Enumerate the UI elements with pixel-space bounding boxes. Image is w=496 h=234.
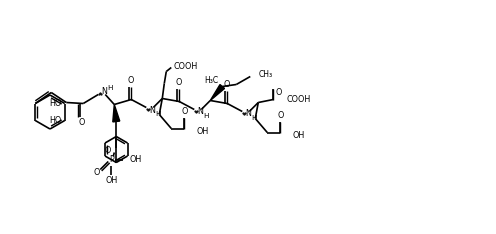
Text: O: O <box>223 80 230 89</box>
Text: O: O <box>277 111 284 120</box>
Text: O: O <box>93 168 100 177</box>
Text: H: H <box>107 84 113 91</box>
Text: O: O <box>105 146 111 155</box>
Text: O: O <box>181 107 187 116</box>
Polygon shape <box>113 105 120 122</box>
Text: N: N <box>101 87 107 96</box>
Text: COOH: COOH <box>286 95 310 104</box>
Text: CH₃: CH₃ <box>258 70 272 79</box>
Text: O: O <box>275 88 281 97</box>
Text: OH: OH <box>129 155 141 164</box>
Text: HO: HO <box>50 99 62 108</box>
Text: H₃C: H₃C <box>204 76 218 85</box>
Polygon shape <box>210 84 225 100</box>
Text: H: H <box>155 111 161 117</box>
Text: HO: HO <box>50 116 62 125</box>
Text: O: O <box>127 76 133 85</box>
Text: P: P <box>109 155 114 164</box>
Text: COOH: COOH <box>173 62 197 71</box>
Text: N: N <box>246 109 251 118</box>
Text: OH: OH <box>292 131 305 140</box>
Text: O: O <box>175 78 182 87</box>
Text: O: O <box>78 118 84 127</box>
Text: H: H <box>203 113 209 118</box>
Text: H: H <box>251 114 257 121</box>
Text: N: N <box>149 106 155 115</box>
Text: OH: OH <box>105 176 118 185</box>
Text: OH: OH <box>196 127 208 136</box>
Text: N: N <box>197 107 203 116</box>
